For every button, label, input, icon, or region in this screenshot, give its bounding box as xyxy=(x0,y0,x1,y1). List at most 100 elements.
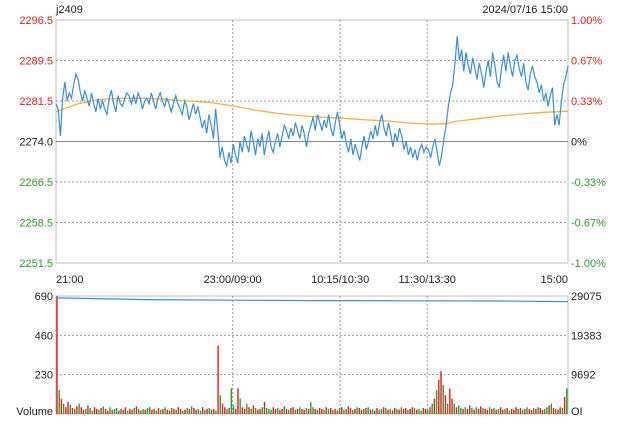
volume-bar xyxy=(182,410,184,414)
volume-bar xyxy=(162,408,164,414)
price-left-tick: 2274.0 xyxy=(19,137,53,149)
volume-bar xyxy=(133,408,135,414)
time-tick-label: 23:00/09:00 xyxy=(204,274,262,286)
volume-bar xyxy=(212,408,215,414)
volume-bar xyxy=(296,408,299,414)
oi-label: OI xyxy=(571,406,583,418)
volume-bar xyxy=(358,408,361,414)
volume-bar xyxy=(446,403,449,414)
volume-bar xyxy=(482,408,484,414)
volume-bar xyxy=(226,408,228,414)
volume-bar xyxy=(544,408,546,414)
volume-bar xyxy=(78,403,80,414)
volume-bar xyxy=(374,410,376,414)
volume-bar xyxy=(519,408,522,414)
volume-bar xyxy=(199,410,202,414)
volume-bar xyxy=(67,402,69,414)
volume-bar xyxy=(177,407,180,414)
volume-bar xyxy=(217,345,219,414)
volume-bar xyxy=(460,408,462,414)
time-tick-label: 21:00 xyxy=(56,274,84,286)
volume-bar xyxy=(495,409,497,414)
volume-bar xyxy=(219,395,222,414)
volume-bar xyxy=(466,408,469,414)
volume-bar xyxy=(250,408,252,414)
price-line xyxy=(55,36,569,169)
volume-bar xyxy=(444,395,447,414)
volume-bar xyxy=(237,388,239,414)
volume-bar xyxy=(248,407,250,414)
volume-bar xyxy=(462,408,464,414)
volume-bar xyxy=(292,407,294,414)
volume-bar xyxy=(367,407,369,414)
volume-bar xyxy=(559,407,561,414)
volume-bar xyxy=(411,407,414,414)
volume-bar xyxy=(87,405,89,414)
volume-bar xyxy=(208,408,210,414)
price-panel: 2296.5 1.00% 2289.5 0.67% 2281.5 0.33% 2274.0 0… xyxy=(19,15,606,270)
volume-bar xyxy=(389,408,391,414)
volume-bar xyxy=(310,402,312,414)
volume-panel: 690 29075 460 19383 230 9692 Volume OI xyxy=(16,291,601,418)
price-right-tick: -0.33% xyxy=(571,177,606,189)
price-right-tick: 0% xyxy=(571,137,587,149)
volume-bar xyxy=(148,407,151,414)
volume-bar xyxy=(254,408,257,414)
volume-bar xyxy=(435,390,438,414)
volume-bar xyxy=(259,408,261,414)
volume-bar xyxy=(343,409,345,414)
volume-bar xyxy=(409,408,411,414)
volume-bar xyxy=(281,408,283,414)
volume-bar xyxy=(279,409,281,414)
volume-bar xyxy=(228,408,230,414)
volume-bar xyxy=(404,408,407,414)
volume-bar xyxy=(301,408,303,414)
volume-bar xyxy=(171,408,173,414)
volume-bar xyxy=(210,409,213,414)
volume-bar xyxy=(477,408,480,414)
volume-bar xyxy=(299,407,301,414)
volume-bar xyxy=(104,408,107,414)
volume-bar xyxy=(126,410,129,414)
volume-bar xyxy=(175,409,177,414)
oi-right-tick: 9692 xyxy=(571,370,595,382)
volume-bar xyxy=(427,409,429,414)
volume-bar xyxy=(201,407,204,414)
volume-bar xyxy=(530,409,533,414)
volume-bar xyxy=(526,407,528,414)
volume-bar xyxy=(418,408,420,414)
volume-bar xyxy=(146,408,149,414)
volume-bar xyxy=(336,410,338,414)
price-right-tick: 1.00% xyxy=(571,15,602,27)
volume-bar xyxy=(499,407,502,414)
price-left-tick: 2289.5 xyxy=(19,56,53,68)
volume-bar xyxy=(371,408,374,414)
volume-bar xyxy=(166,409,169,414)
volume-bar xyxy=(73,408,76,414)
volume-bar xyxy=(230,388,233,414)
volume-bar xyxy=(504,408,506,414)
volume-bar xyxy=(329,408,332,414)
volume-bar xyxy=(195,409,197,414)
volume-bar xyxy=(307,408,310,414)
volume-bar xyxy=(535,408,537,414)
volume-bar xyxy=(283,406,286,414)
volume-bar xyxy=(488,407,491,414)
volume-bar xyxy=(484,408,486,414)
volume-bar xyxy=(352,409,354,414)
volume-bar xyxy=(550,403,553,414)
time-axis: 21:00 23:00/09:00 10:15/10:30 11:30/13:30 15… xyxy=(56,274,568,286)
volume-bar xyxy=(557,409,559,414)
volume-bar xyxy=(323,409,325,414)
volume-bar xyxy=(168,410,171,414)
price-right-tick: -0.67% xyxy=(571,218,606,230)
volume-bar xyxy=(521,409,524,414)
volume-bar xyxy=(160,409,162,414)
volume-bar xyxy=(555,408,557,414)
volume-bar xyxy=(268,408,270,414)
volume-bar xyxy=(157,408,160,414)
volume-bar xyxy=(398,409,400,414)
volume-bar xyxy=(537,407,539,414)
volume-bar xyxy=(137,408,140,414)
datetime-label: 2024/07/16 15:00 xyxy=(482,4,568,16)
